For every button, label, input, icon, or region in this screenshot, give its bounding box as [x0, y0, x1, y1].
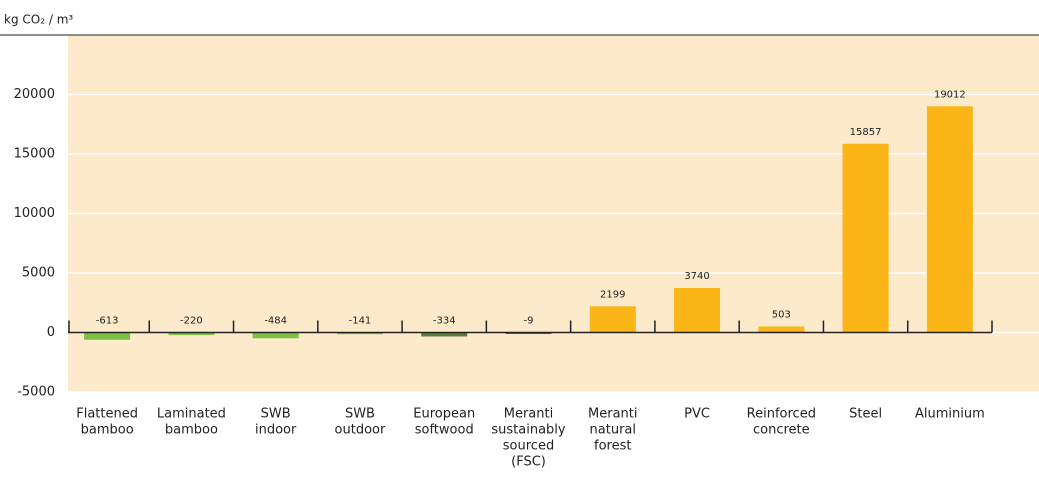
value-label: 19012	[934, 89, 966, 100]
bar	[674, 287, 721, 333]
bar	[421, 332, 468, 337]
y-tick-label: 20000	[14, 87, 55, 102]
value-label: -613	[96, 316, 119, 327]
x-tick-label-line: SWB	[261, 407, 291, 422]
x-tick-label-line: Steel	[849, 407, 882, 422]
value-label: -484	[264, 316, 287, 327]
value-label: 15857	[850, 127, 882, 138]
y-tick-label: 5000	[22, 266, 55, 281]
x-tick-label-line: Meranti	[504, 407, 553, 422]
x-tick-label-line: bamboo	[81, 423, 134, 438]
bar	[336, 332, 383, 335]
value-label: 3740	[684, 271, 709, 282]
value-label: 2199	[600, 289, 625, 300]
x-tick-label-line: natural	[590, 423, 636, 438]
x-tick-label-line: European	[413, 407, 475, 422]
x-tick-label-line: Reinforced	[747, 407, 816, 422]
x-tick-label-line: PVC	[684, 407, 710, 422]
y-tick-label: 10000	[14, 206, 55, 221]
x-tick-label-line: sustainably	[491, 423, 566, 438]
x-tick-label-line: (FSC)	[511, 455, 546, 470]
value-label: -334	[433, 316, 456, 327]
x-tick-label-line: sourced	[503, 439, 554, 454]
x-tick-label-line: bamboo	[165, 423, 218, 438]
y-tick-label: 15000	[14, 147, 55, 162]
x-tick-label-line: indoor	[255, 423, 297, 438]
x-tick-label: Steel	[849, 407, 882, 422]
value-label: -141	[349, 316, 372, 327]
bar	[842, 143, 889, 333]
x-tick-label-line: softwood	[415, 423, 474, 438]
bar	[252, 332, 299, 339]
x-tick-label-line: Flattened	[76, 407, 138, 422]
x-tick-label-line: concrete	[753, 423, 810, 438]
bar	[758, 326, 805, 333]
x-tick-label: Aluminium	[915, 407, 985, 422]
value-label: 503	[772, 310, 791, 321]
x-tick-label-line: forest	[594, 439, 631, 454]
bar	[589, 306, 636, 333]
bar	[926, 106, 973, 333]
x-tick-label-line: outdoor	[335, 423, 386, 438]
y-axis-label: kg CO₂ / m³	[4, 13, 73, 27]
x-tick-label-line: Meranti	[588, 407, 637, 422]
value-label: -9	[524, 316, 534, 327]
y-tick-label: 0	[47, 325, 55, 340]
bar	[168, 332, 215, 336]
x-tick-label-line: Laminated	[157, 407, 226, 422]
value-label: -220	[180, 316, 203, 327]
x-tick-label-line: SWB	[345, 407, 375, 422]
x-tick-label: PVC	[684, 407, 710, 422]
y-tick-label: -5000	[17, 385, 55, 400]
bar	[84, 332, 131, 340]
x-tick-label-line: Aluminium	[915, 407, 985, 422]
